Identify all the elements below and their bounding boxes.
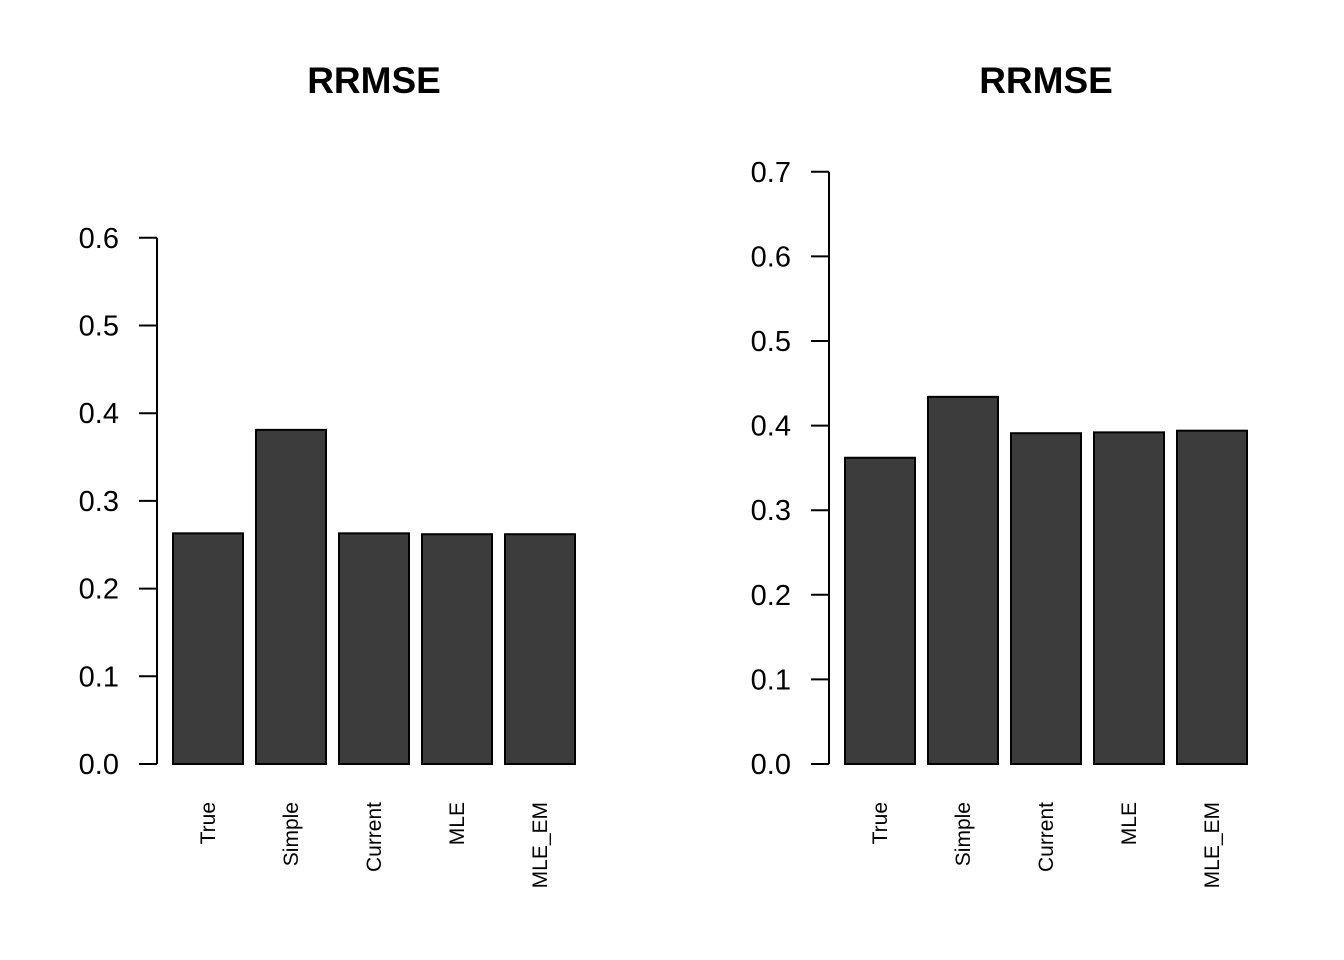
bar-current (338, 532, 410, 765)
y-axis: 0.0 0.1 0.2 0.3 0.4 0.5 0.6 0.7 (751, 157, 830, 781)
y-tick-label: 0.5 (79, 311, 119, 343)
y-tick-label: 0.6 (79, 223, 119, 255)
y-axis: 0.0 0.1 0.2 0.3 0.4 0.5 0.6 (79, 223, 158, 781)
bars (172, 428, 576, 766)
y-tick-label: 0.4 (79, 398, 119, 430)
chart-title: RRMSE (307, 60, 441, 101)
y-tick-label: 0.1 (751, 664, 791, 696)
category-label: True (869, 802, 892, 844)
chart-panel-right: RRMSE 0.0 0.1 0.2 0.3 0.4 0.5 0.6 0.7 True Simpl… (751, 60, 1248, 889)
y-tick-label: 0.0 (751, 749, 791, 781)
y-tick-label: 0.5 (751, 326, 791, 358)
category-label: MLE (1118, 802, 1141, 845)
category-label: Simple (952, 802, 975, 866)
bars (844, 395, 1248, 765)
category-label: Current (1035, 802, 1058, 872)
y-tick-label: 0.4 (751, 411, 791, 443)
y-tick-label: 0.2 (751, 580, 791, 612)
y-tick-label: 0.3 (79, 486, 119, 518)
category-label: Current (363, 802, 386, 872)
bar-mle-em (504, 533, 576, 766)
bar-mle (1093, 431, 1165, 765)
y-tick-label: 0.0 (79, 749, 119, 781)
bar-true (172, 532, 244, 765)
category-label: MLE (446, 802, 469, 845)
category-label: True (197, 802, 220, 844)
bar-mle-em (1176, 429, 1248, 765)
chart-panel-left: RRMSE 0.0 0.1 0.2 0.3 0.4 0.5 0.6 True Simple Cu… (79, 60, 576, 889)
y-tick-label: 0.2 (79, 574, 119, 606)
bar-true (844, 456, 916, 765)
bar-current (1010, 432, 1082, 765)
bar-simple (255, 428, 327, 765)
category-labels: True Simple Current MLE MLE_EM (197, 802, 552, 889)
category-label: Simple (280, 802, 303, 866)
y-tick-label: 0.1 (79, 661, 119, 693)
bar-simple (927, 395, 999, 765)
y-tick-label: 0.7 (751, 157, 791, 189)
category-label: MLE_EM (1201, 802, 1224, 888)
y-tick-label: 0.3 (751, 495, 791, 527)
category-labels: True Simple Current MLE MLE_EM (869, 802, 1224, 889)
y-tick-label: 0.6 (751, 241, 791, 273)
bar-mle (421, 533, 493, 766)
category-label: MLE_EM (529, 802, 552, 888)
chart-title: RRMSE (979, 60, 1113, 101)
